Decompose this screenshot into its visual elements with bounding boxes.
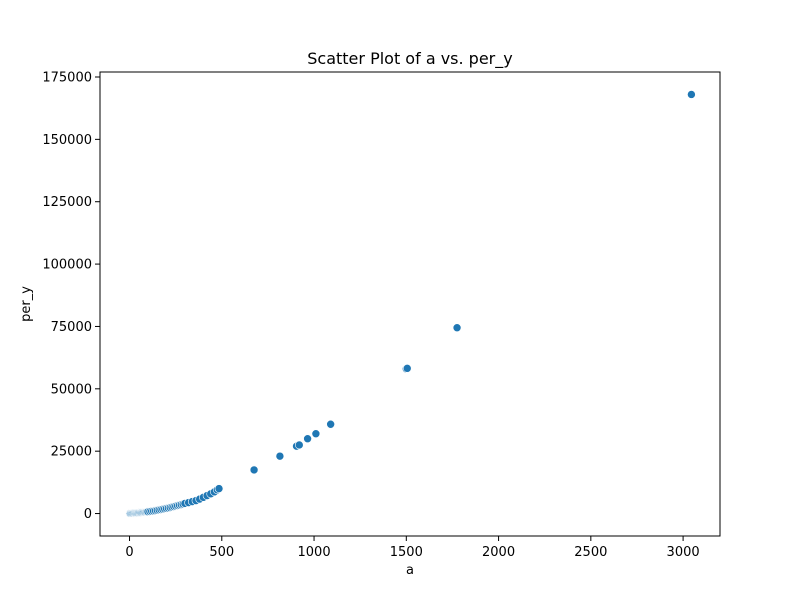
plot-frame (99, 71, 721, 537)
y-tick-label: 100000 (42, 258, 92, 273)
data-point (402, 364, 412, 373)
x-tick-label: 1000 (298, 545, 331, 560)
data-point (326, 419, 335, 429)
x-tick-label: 1500 (390, 545, 423, 560)
data-point (303, 434, 312, 444)
x-tick-label: 500 (209, 545, 234, 560)
chart-title: Scatter Plot of a vs. per_y (307, 49, 512, 69)
x-tick-label: 0 (125, 545, 133, 560)
data-point (249, 465, 259, 475)
ticks-layer: 0 500 1000 1500 2000 2500 3000 0 25000 50000 75000… (42, 70, 699, 560)
y-axis-label: per_y (19, 286, 34, 322)
x-axis-label: a (406, 563, 414, 578)
data-point (452, 323, 462, 332)
x-tick-label: 2000 (482, 545, 515, 560)
data-point (214, 484, 224, 493)
y-tick-label: 25000 (51, 445, 92, 460)
data-point (294, 440, 304, 450)
y-tick-label: 125000 (42, 195, 92, 210)
data-point (687, 90, 696, 99)
y-tick-label: 75000 (51, 320, 92, 335)
y-tick-label: 0 (84, 507, 92, 522)
y-tick-label: 150000 (42, 133, 92, 148)
x-tick-label: 3000 (667, 545, 700, 560)
data-point (311, 429, 321, 439)
x-tick-label: 2500 (574, 545, 607, 560)
data-point (275, 451, 285, 461)
points-layer (125, 90, 696, 518)
y-tick-label: 50000 (51, 382, 92, 397)
y-tick-label: 175000 (42, 70, 92, 85)
